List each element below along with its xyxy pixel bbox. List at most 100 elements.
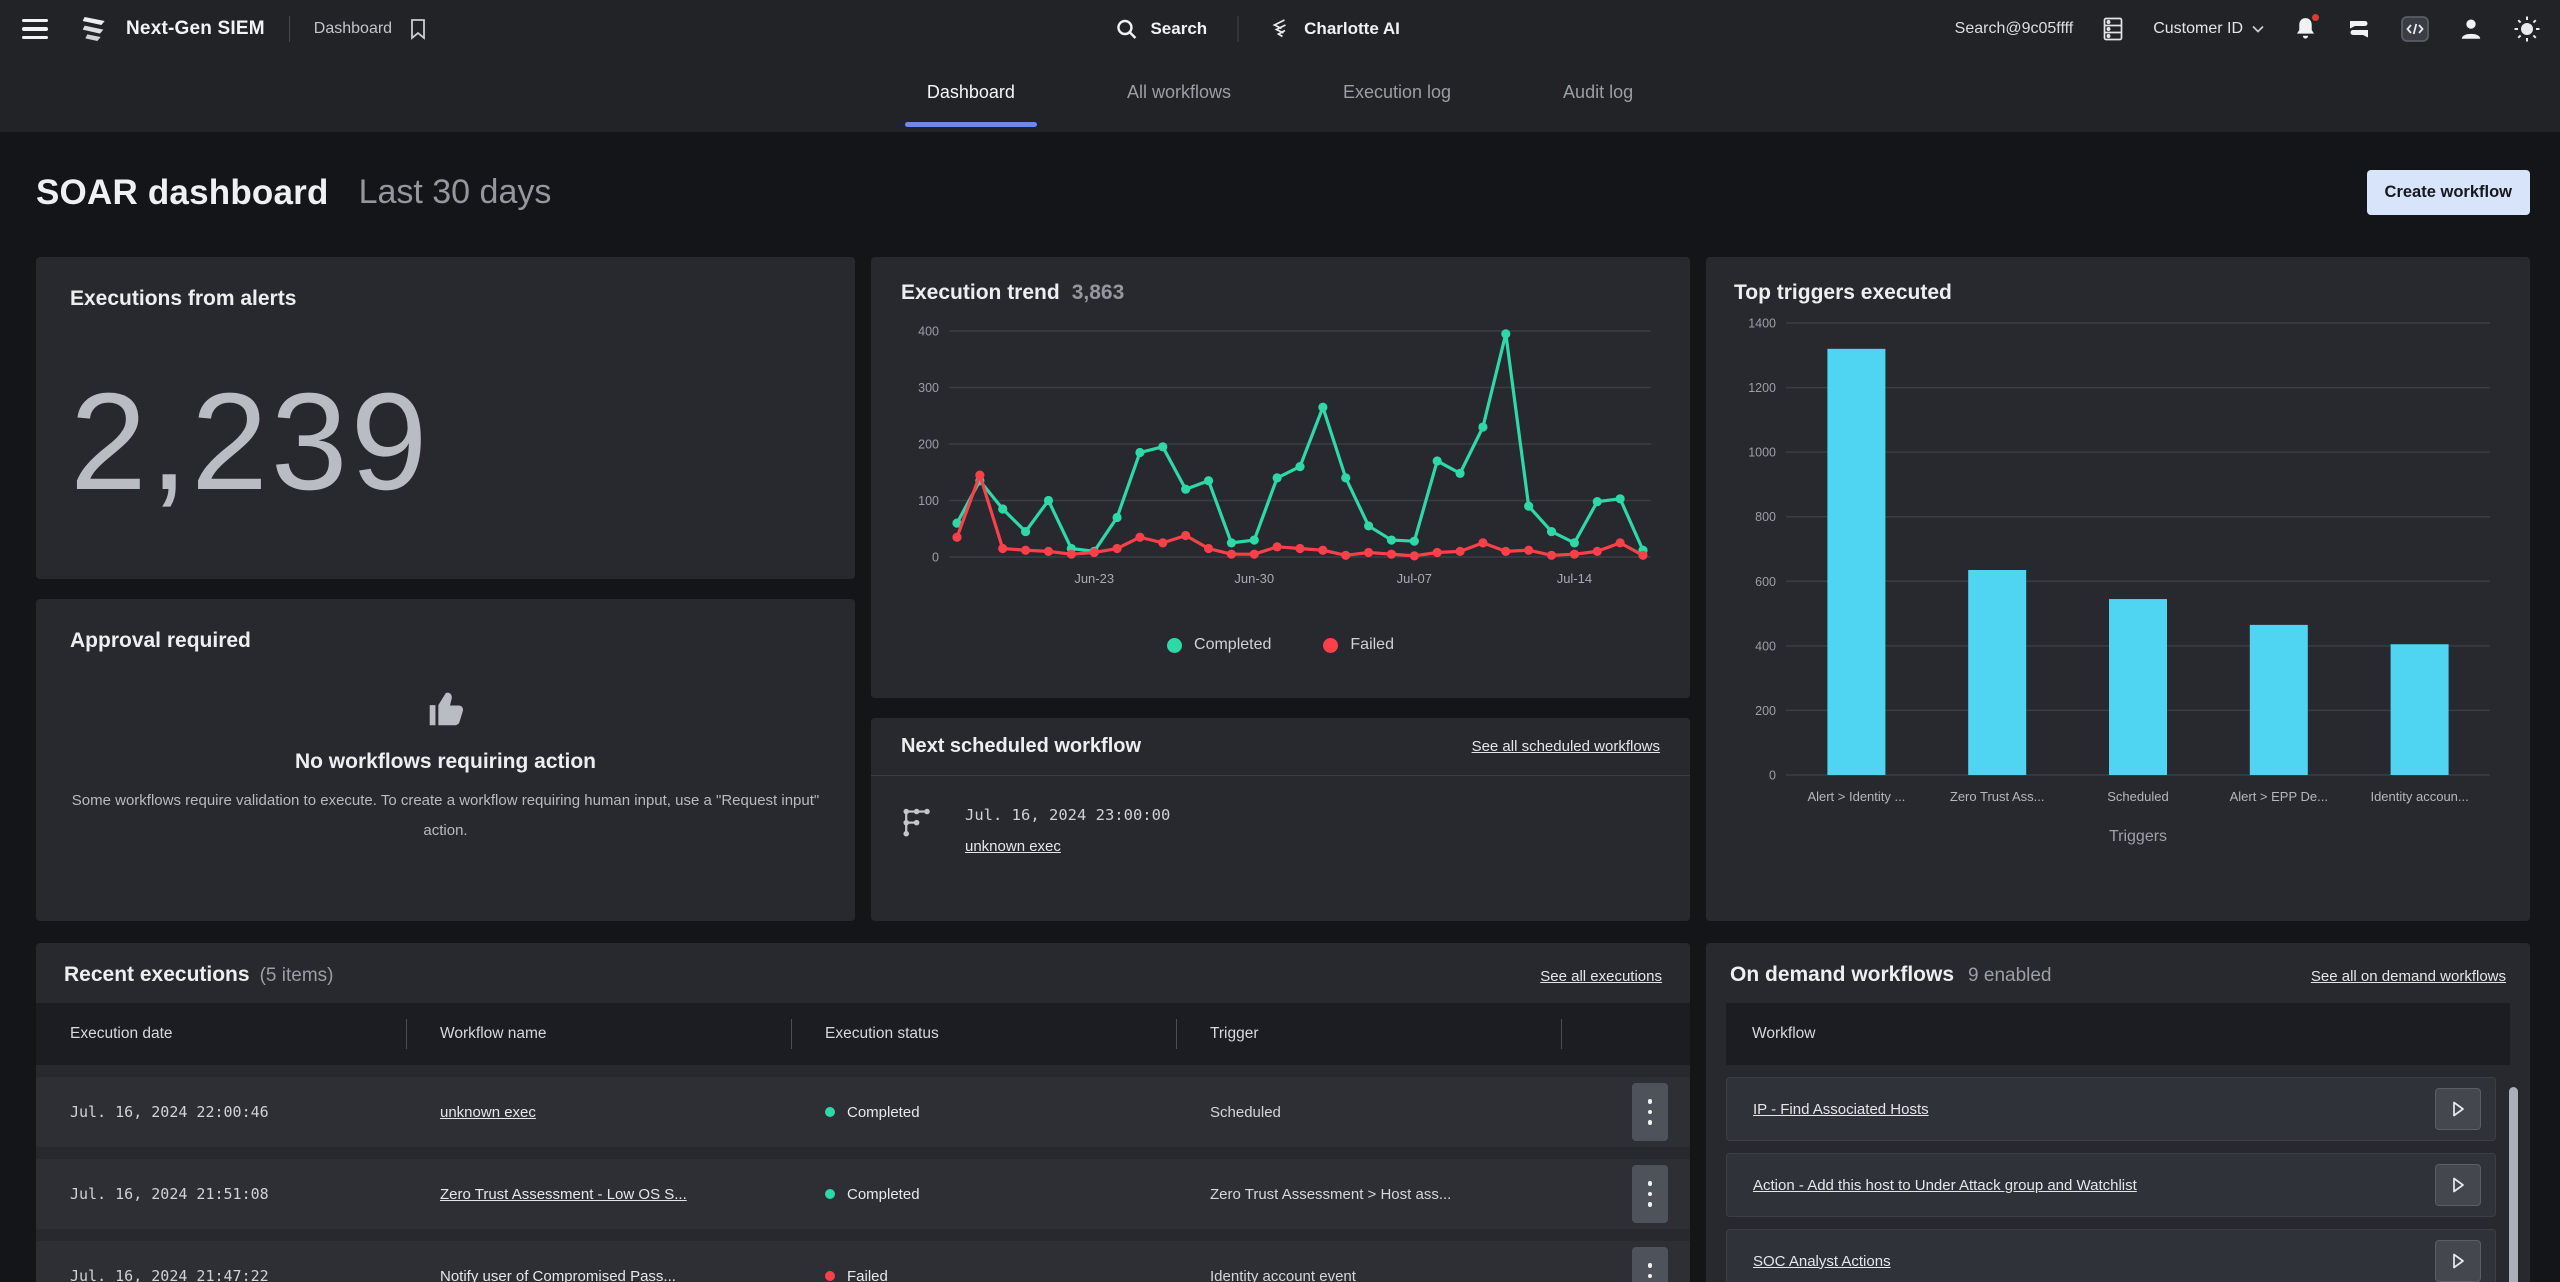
chat-icon[interactable] <box>2346 17 2372 41</box>
search-button[interactable]: Search <box>1114 17 1207 41</box>
notification-dot <box>2310 12 2321 23</box>
trigger-label: Identity account event <box>1176 1268 1561 1282</box>
tab-all-workflows[interactable]: All workflows <box>1103 58 1255 132</box>
svg-text:Alert > Identity ...: Alert > Identity ... <box>1807 789 1905 804</box>
svg-text:1200: 1200 <box>1748 381 1776 395</box>
see-all-on-demand-link[interactable]: See all on demand workflows <box>2311 968 2506 985</box>
svg-text:Zero Trust Ass...: Zero Trust Ass... <box>1950 789 2045 804</box>
workflow-name-link[interactable]: Zero Trust Assessment - Low OS S... <box>440 1186 687 1203</box>
empty-state-title: No workflows requiring action <box>295 750 596 774</box>
execute-workflow-play-button[interactable] <box>2435 1240 2481 1282</box>
page-title: SOAR dashboard <box>36 173 329 213</box>
execute-workflow-play-button[interactable] <box>2435 1088 2481 1130</box>
falcon-logo-icon[interactable] <box>78 13 110 45</box>
completed-legend-dot <box>1167 638 1182 653</box>
executions-from-alerts-card: Executions from alerts 2,239 <box>36 257 855 579</box>
column-header-execution-status[interactable]: Execution status <box>791 1003 1176 1065</box>
charlotte-ai-button[interactable]: Charlotte AI <box>1268 17 1400 41</box>
data-connections-icon[interactable] <box>2101 16 2125 42</box>
row-menu-kebab-button[interactable] <box>1632 1083 1668 1141</box>
tab-audit-log[interactable]: Audit log <box>1539 58 1657 132</box>
dashboard-grid: Executions from alerts 2,239 Approval re… <box>36 257 2530 921</box>
row-menu-kebab-button[interactable] <box>1632 1165 1668 1223</box>
column-header-trigger[interactable]: Trigger <box>1176 1003 1561 1065</box>
next-scheduled-workflow-link[interactable]: unknown exec <box>965 838 1170 855</box>
items-count: (5 items) <box>260 965 334 987</box>
execution-date: Jul. 16, 2024 21:47:22 <box>36 1267 406 1282</box>
on-demand-workflow-link[interactable]: Action - Add this host to Under Attack g… <box>1753 1177 2137 1194</box>
next-scheduled-body: Jul. 16, 2024 23:00:00 unknown exec <box>871 776 1690 855</box>
on-demand-workflow-link[interactable]: SOC Analyst Actions <box>1753 1253 1891 1270</box>
column-header-execution-date[interactable]: Execution date <box>36 1003 406 1065</box>
svg-text:Alert > EPP De...: Alert > EPP De... <box>2230 789 2328 804</box>
scrollbar-track[interactable] <box>2509 1085 2518 1282</box>
workflow-name-link[interactable]: Notify user of Compromised Pass... <box>440 1268 676 1282</box>
search-context[interactable]: Search@9c05ffff <box>1955 20 2074 38</box>
status-label: Failed <box>847 1268 888 1282</box>
legend-item-failed[interactable]: Failed <box>1323 636 1394 654</box>
main-content: SOAR dashboard Last 30 days Create workf… <box>0 170 2560 1282</box>
table-row: Jul. 16, 2024 21:47:22 Notify user of Co… <box>36 1241 1690 1282</box>
menu-icon[interactable] <box>18 15 52 44</box>
card-title: On demand workflows <box>1730 963 1954 987</box>
top-bar-right: Search@9c05ffff Customer ID <box>1955 14 2542 44</box>
code-console-icon[interactable] <box>2400 15 2430 43</box>
tab-label: Dashboard <box>927 82 1015 109</box>
card-title: Approval required <box>70 629 821 653</box>
next-scheduled-datetime: Jul. 16, 2024 23:00:00 <box>965 806 1170 824</box>
svg-text:800: 800 <box>1755 510 1776 524</box>
legend-label: Completed <box>1194 636 1271 654</box>
column-header-workflow-name[interactable]: Workflow name <box>406 1003 791 1065</box>
create-workflow-button[interactable]: Create workflow <box>2367 170 2530 215</box>
app-name: Next-Gen SIEM <box>126 18 265 40</box>
card-title: Top triggers executed <box>1734 281 2502 305</box>
status-dot-completed <box>825 1107 835 1117</box>
tab-execution-log[interactable]: Execution log <box>1319 58 1475 132</box>
execution-date: Jul. 16, 2024 21:51:08 <box>36 1185 406 1203</box>
svg-text:600: 600 <box>1755 575 1776 589</box>
divider <box>289 16 290 42</box>
workflow-column-header: Workflow <box>1726 1003 2510 1065</box>
execution-trend-card: Execution trend 3,863 4003002001000Jun-2… <box>871 257 1690 698</box>
charlotte-ai-label: Charlotte AI <box>1304 19 1400 39</box>
tab-label: Audit log <box>1563 82 1633 109</box>
recent-executions-card: Recent executions (5 items) See all exec… <box>36 943 1690 1282</box>
page-title-row: SOAR dashboard Last 30 days Create workf… <box>36 170 2530 215</box>
on-demand-row: Action - Add this host to Under Attack g… <box>1726 1153 2496 1217</box>
svg-text:1400: 1400 <box>1748 317 1776 331</box>
column-2: Execution trend 3,863 4003002001000Jun-2… <box>871 257 1690 921</box>
on-demand-row: SOC Analyst Actions <box>1726 1229 2496 1282</box>
column-1: Executions from alerts 2,239 Approval re… <box>36 257 855 921</box>
chevron-down-icon <box>2251 24 2265 34</box>
user-profile-icon[interactable] <box>2458 16 2484 42</box>
svg-text:200: 200 <box>1755 704 1776 718</box>
row-menu-kebab-button[interactable] <box>1632 1247 1668 1282</box>
theme-toggle-sun-icon[interactable] <box>2512 14 2542 44</box>
search-icon <box>1114 17 1138 41</box>
failed-legend-dot <box>1323 638 1338 653</box>
execution-date: Jul. 16, 2024 22:00:46 <box>36 1103 406 1121</box>
status-dot-completed <box>825 1189 835 1199</box>
legend-item-completed[interactable]: Completed <box>1167 636 1271 654</box>
next-scheduled-details: Jul. 16, 2024 23:00:00 unknown exec <box>965 806 1170 855</box>
svg-text:Jul-07: Jul-07 <box>1397 571 1432 586</box>
workflow-name-link[interactable]: unknown exec <box>440 1104 536 1121</box>
status-label: Completed <box>847 1104 920 1121</box>
legend-label: Failed <box>1350 636 1394 654</box>
svg-text:100: 100 <box>918 494 939 508</box>
on-demand-header: On demand workflows 9 enabled See all on… <box>1706 943 2530 1003</box>
card-title: Execution trend <box>901 281 1060 305</box>
notifications-bell-icon[interactable] <box>2293 16 2318 43</box>
execute-workflow-play-button[interactable] <box>2435 1164 2481 1206</box>
top-bar-center: Search Charlotte AI <box>1114 16 1399 42</box>
tab-label: Execution log <box>1343 82 1451 109</box>
see-all-scheduled-link[interactable]: See all scheduled workflows <box>1472 738 1660 755</box>
on-demand-workflow-link[interactable]: IP - Find Associated Hosts <box>1753 1101 1929 1118</box>
breadcrumb[interactable]: Dashboard <box>314 20 392 38</box>
scrollbar-thumb[interactable] <box>2509 1087 2518 1282</box>
bookmark-icon[interactable] <box>408 18 428 40</box>
tab-dashboard[interactable]: Dashboard <box>903 58 1039 132</box>
approval-empty-state: No workflows requiring action Some workf… <box>70 685 821 846</box>
see-all-executions-link[interactable]: See all executions <box>1540 968 1662 985</box>
customer-id-dropdown[interactable]: Customer ID <box>2153 20 2265 38</box>
